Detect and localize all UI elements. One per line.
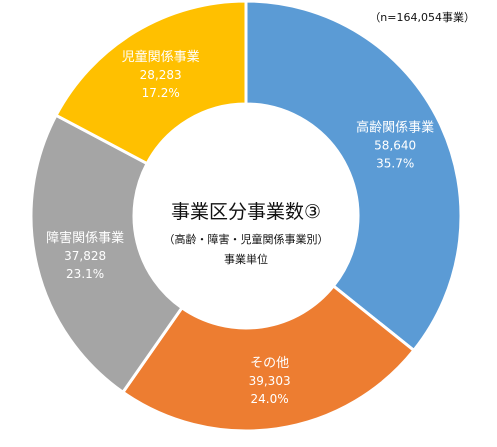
slice-2-name-label: その他 [250,356,289,371]
slice-4-value-label: 28,283 [140,68,182,82]
center-subtitle: （高齢・障害・児童関係事業別） [164,232,329,246]
center-unit: 事業単位 [224,252,268,266]
slice-3 [29,113,184,395]
slice-1-percent-label: 35.7% [376,156,414,170]
center-title: 事業区分事業数③ [171,201,321,223]
slice-4-percent-label: 17.2% [142,86,180,100]
slice-2 [120,283,416,433]
sample-size-note: （n=164,054事業） [369,11,475,24]
slice-3-name-label: 障害関係事業 [46,230,124,246]
slice-1-name-label: 高齢関係事業 [356,119,434,135]
slice-2-value-label: 39,303 [249,374,291,388]
slice-4 [54,0,248,166]
slice-labels: 高齢関係事業 58,640 35.7% その他 39,303 24.0% 障害関係事業 37,… [46,49,434,406]
slice-4-name-label: 児童関係事業 [122,49,200,65]
donut-slices [29,0,463,433]
slice-2-percent-label: 24.0% [251,392,289,406]
slice-1-value-label: 58,640 [374,138,416,152]
center-labels: 事業区分事業数③ （高齢・障害・児童関係事業別） 事業単位 [164,201,329,266]
slice-3-value-label: 37,828 [64,249,106,263]
slice-1 [244,0,463,353]
slice-3-percent-label: 23.1% [66,267,104,281]
